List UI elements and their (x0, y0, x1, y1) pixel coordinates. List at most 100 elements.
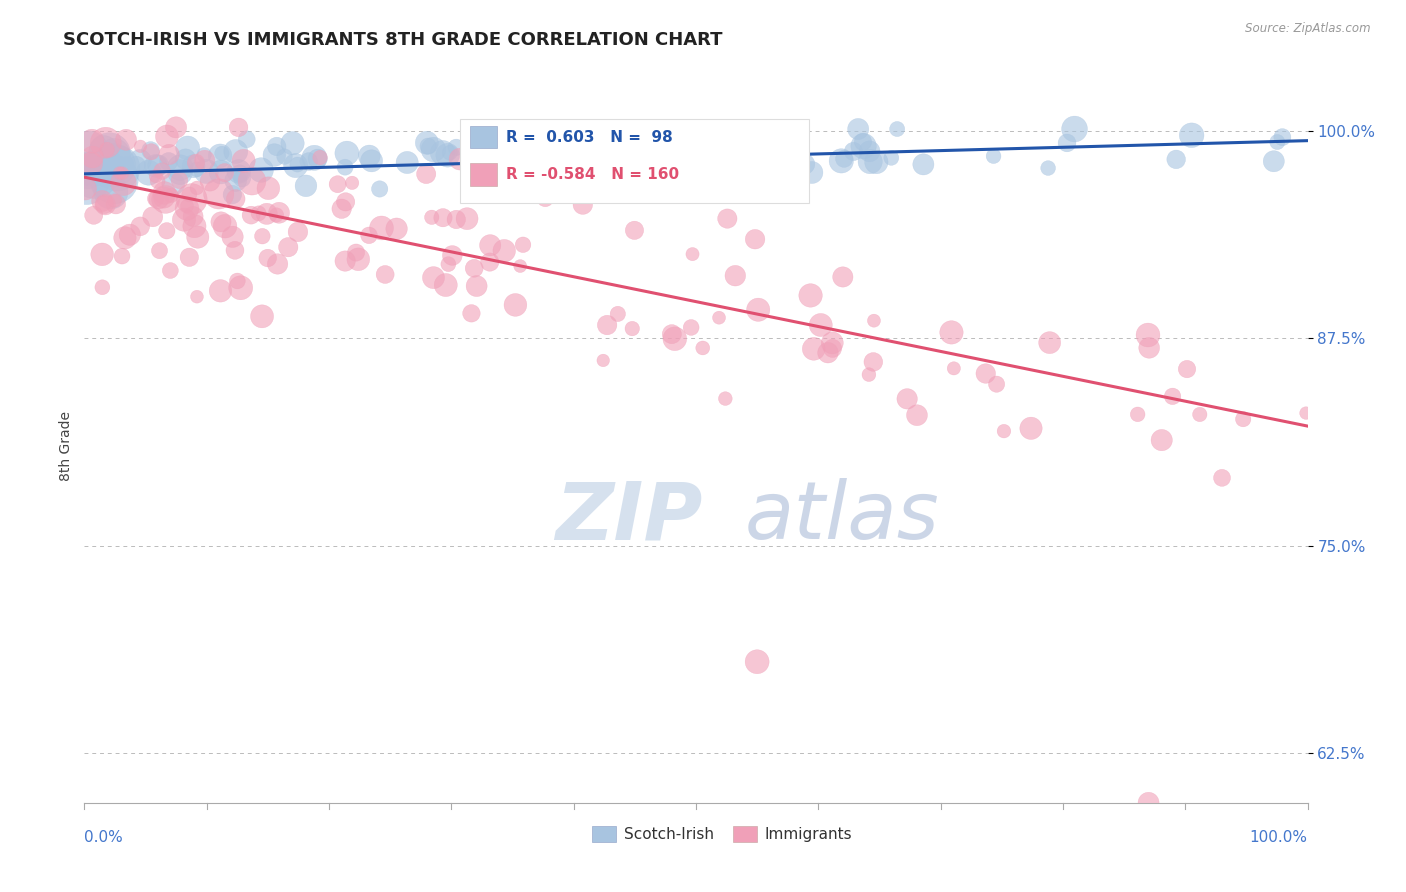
Point (307, 152, 329, 166)
Y-axis label: 8th Grade: 8th Grade (59, 411, 73, 481)
Point (228, 164, 250, 178)
Point (232, 153, 254, 168)
Point (235, 132, 257, 146)
Point (94, 136, 117, 150)
Bar (733, 826, 758, 842)
Text: 0.0%: 0.0% (84, 830, 124, 845)
Point (468, 160, 491, 174)
Point (186, 162, 208, 177)
Point (541, 131, 564, 145)
Point (434, 278, 457, 293)
Point (1271, 130, 1294, 145)
Point (465, 279, 488, 293)
Point (606, 307, 628, 321)
Point (160, 188, 183, 202)
Point (148, 244, 170, 258)
Point (198, 174, 221, 188)
Point (357, 228, 380, 243)
Point (983, 149, 1005, 163)
Point (153, 186, 176, 200)
Point (266, 257, 288, 271)
Point (129, 153, 152, 168)
Point (129, 139, 152, 153)
Point (111, 166, 134, 180)
Point (73, 181, 96, 195)
Point (478, 255, 501, 269)
Point (169, 161, 191, 175)
Point (785, 145, 807, 160)
Point (374, 268, 396, 282)
Point (209, 165, 232, 179)
Point (842, 145, 865, 159)
Point (718, 134, 741, 148)
Point (681, 320, 703, 334)
Point (183, 159, 205, 173)
Point (209, 215, 232, 229)
Point (714, 392, 737, 406)
Bar (592, 826, 616, 842)
Point (229, 281, 252, 295)
Point (176, 199, 198, 213)
Point (94, 198, 117, 212)
Point (139, 144, 162, 158)
Point (832, 152, 855, 166)
Point (195, 164, 218, 178)
Point (333, 160, 356, 174)
Point (180, 192, 202, 206)
Point (93, 197, 115, 211)
Point (664, 332, 686, 346)
Point (1137, 341, 1160, 355)
Point (456, 211, 478, 226)
Point (385, 221, 408, 235)
Point (148, 158, 170, 172)
Point (231, 171, 253, 186)
Point (436, 148, 458, 162)
Point (179, 187, 201, 202)
Point (800, 288, 823, 302)
Point (309, 151, 332, 165)
Point (115, 157, 138, 171)
Text: Scotch-Irish: Scotch-Irish (624, 828, 714, 842)
Point (91, 194, 114, 208)
Point (1263, 154, 1285, 169)
Point (846, 122, 869, 136)
Point (91, 162, 114, 177)
Point (724, 268, 747, 283)
Point (330, 202, 353, 216)
Point (267, 206, 290, 220)
Point (1036, 161, 1059, 175)
Point (1039, 335, 1062, 350)
Point (156, 129, 179, 144)
Point (266, 208, 288, 222)
Point (942, 361, 965, 376)
Point (693, 171, 716, 186)
Point (830, 153, 852, 168)
Point (150, 164, 173, 178)
Point (129, 219, 152, 234)
Point (1295, 406, 1317, 420)
Point (1126, 408, 1149, 422)
Point (422, 143, 444, 157)
Point (744, 232, 766, 246)
Bar (470, 126, 496, 148)
Point (896, 392, 918, 406)
Point (420, 211, 443, 225)
Point (432, 211, 454, 225)
Point (148, 192, 170, 206)
Point (214, 166, 236, 180)
Point (256, 207, 278, 221)
Point (80, 156, 103, 170)
Point (415, 167, 437, 181)
Point (93, 160, 115, 174)
Point (194, 153, 217, 168)
Point (623, 223, 645, 237)
Point (479, 238, 502, 252)
Point (209, 284, 232, 298)
Point (298, 154, 321, 169)
Point (141, 145, 163, 159)
Point (76, 161, 98, 176)
Point (692, 341, 714, 355)
Point (1161, 389, 1184, 403)
Point (661, 327, 683, 342)
Point (118, 227, 141, 242)
